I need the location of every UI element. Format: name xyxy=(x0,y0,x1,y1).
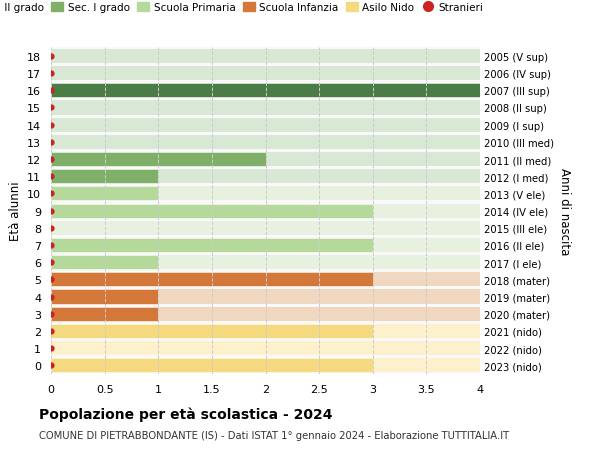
Bar xyxy=(51,101,480,115)
Bar xyxy=(51,307,158,321)
Bar xyxy=(51,170,158,184)
Bar xyxy=(51,273,373,287)
Bar xyxy=(51,290,158,304)
Bar xyxy=(51,187,480,201)
Bar xyxy=(51,187,158,201)
Bar xyxy=(51,221,480,235)
Bar xyxy=(51,290,480,304)
Legend: Sec. II grado, Sec. I grado, Scuola Primaria, Scuola Infanzia, Asilo Nido, Stran: Sec. II grado, Sec. I grado, Scuola Prim… xyxy=(0,3,483,13)
Bar xyxy=(51,204,480,218)
Bar xyxy=(51,84,480,98)
Bar xyxy=(51,50,480,64)
Bar xyxy=(51,118,480,132)
Y-axis label: Anni di nascita: Anni di nascita xyxy=(558,168,571,255)
Bar xyxy=(51,358,480,373)
Bar xyxy=(51,204,373,218)
Bar xyxy=(51,273,480,287)
Bar xyxy=(51,135,480,150)
Text: COMUNE DI PIETRABBONDANTE (IS) - Dati ISTAT 1° gennaio 2024 - Elaborazione TUTTI: COMUNE DI PIETRABBONDANTE (IS) - Dati IS… xyxy=(39,431,509,441)
Bar xyxy=(51,256,480,269)
Bar xyxy=(51,238,373,252)
Bar xyxy=(51,324,373,338)
Bar xyxy=(51,307,480,321)
Bar xyxy=(51,84,480,98)
Y-axis label: Età alunni: Età alunni xyxy=(8,181,22,241)
Text: Popolazione per età scolastica - 2024: Popolazione per età scolastica - 2024 xyxy=(39,406,332,421)
Bar xyxy=(51,341,480,355)
Bar xyxy=(51,67,480,81)
Bar xyxy=(51,170,480,184)
Bar xyxy=(51,324,480,338)
Bar xyxy=(51,238,480,252)
Bar xyxy=(51,153,480,167)
Bar xyxy=(51,153,265,167)
Bar xyxy=(51,358,373,373)
Bar xyxy=(51,256,158,269)
